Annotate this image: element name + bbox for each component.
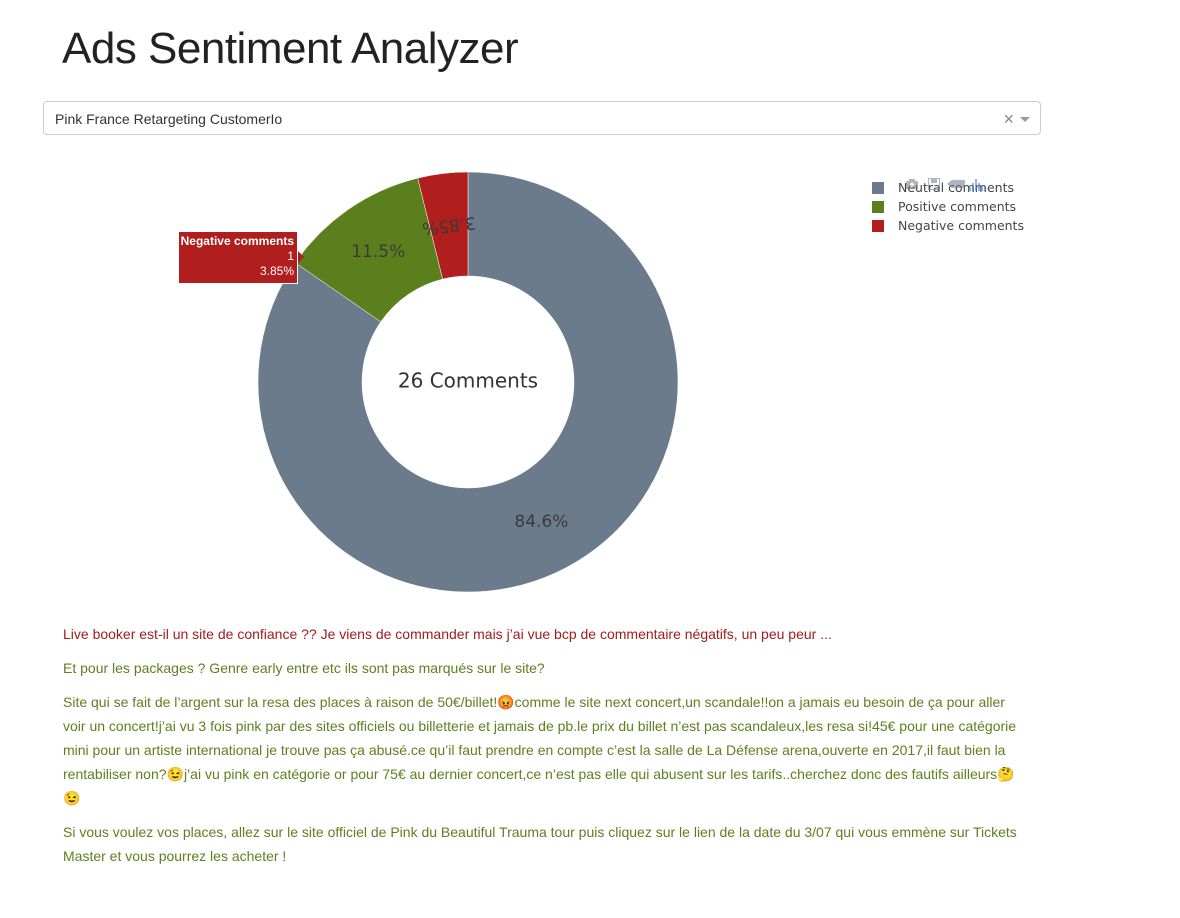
legend-item[interactable]: Negative comments [872,216,1024,235]
comment-item: Si vous voulez vos places, allez sur le … [63,824,1017,864]
comment-item: Et pour les packages ? Genre early entre… [63,660,545,676]
hover-tooltip: Negative comments 1 3.85% [178,231,298,284]
donut-center-label: 26 Comments [398,369,538,393]
campaign-select-value: Pink France Retargeting CustomerIo [55,111,283,127]
slice-negative-comments[interactable] [417,171,469,280]
legend-swatch [872,181,884,194]
legend-swatch [872,200,884,213]
tooltip-name: Negative comments [180,234,294,248]
sentiment-donut-chart: 84.6% 11.5% 3.85% 26 Comments [257,171,679,593]
chevron-down-icon[interactable] [1020,117,1030,122]
comment-item: Site qui se fait de l’argent sur la resa… [63,694,1017,806]
legend-item[interactable]: Positive comments [872,197,1024,216]
comments-list: Live booker est-il un site de confiance … [63,622,1023,878]
campaign-select[interactable]: Pink France Retargeting CustomerIo × [43,101,1041,135]
page-title: Ads Sentiment Analyzer [62,24,519,73]
legend-label: Positive comments [898,199,1017,214]
chart-modebar [903,176,987,192]
legend-swatch [872,219,884,232]
tooltip-percent: 3.85% [259,264,294,278]
camera-icon[interactable] [903,176,921,192]
plotly-logo-icon[interactable] [969,176,987,192]
clear-selection-icon[interactable]: × [1003,109,1014,129]
comment-item: Live booker est-il un site de confiance … [63,626,832,642]
slice-neutral-comments[interactable] [257,171,679,593]
slice-percent-label: 11.5% [351,242,405,262]
slice-percent-label: 84.6% [514,512,568,532]
legend-label: Negative comments [898,218,1024,233]
save-icon[interactable] [925,176,943,192]
chart-legend: Neutral commentsPositive commentsNegativ… [872,178,1024,235]
tag-icon[interactable] [947,176,965,192]
tooltip-value: 1 [287,249,294,263]
tooltip-pointer [298,251,304,263]
